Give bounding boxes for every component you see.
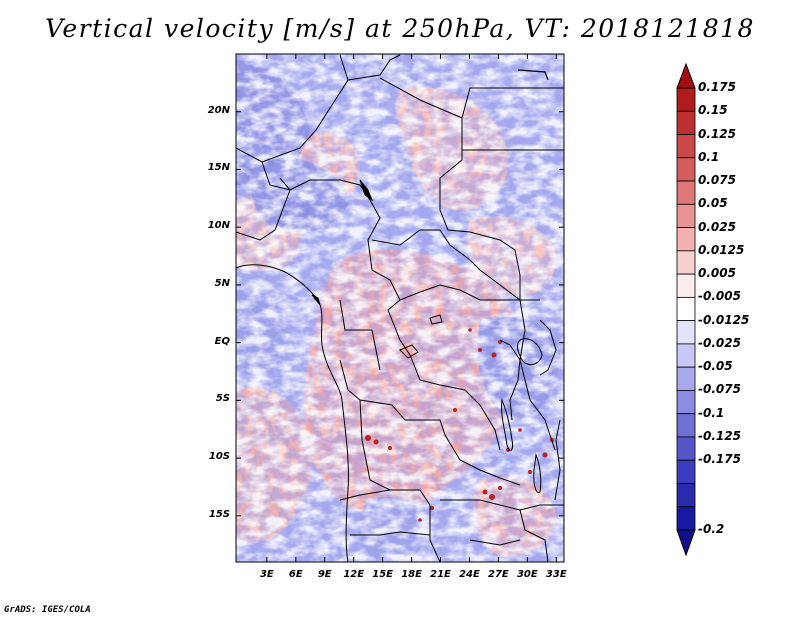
colorbar-swatch — [676, 157, 696, 182]
lat-tick-label: 5S — [215, 393, 230, 405]
colorbar-swatch — [676, 87, 696, 112]
colorbar-swatch — [676, 413, 696, 438]
colorbar-swatch — [676, 250, 696, 275]
colorbar-label: 0.15 — [698, 103, 728, 118]
map-title: Vertical velocity [m/s] at 250hPa, VT: 2… — [45, 14, 755, 43]
lat-tick-label: EQ — [214, 335, 230, 347]
lon-tick-label: 3E — [259, 569, 274, 580]
lat-tick-label: 15S — [208, 508, 230, 520]
colorbar-label: -0.025 — [698, 335, 741, 350]
colorbar-label: 0.0125 — [698, 242, 745, 257]
colorbar-swatch — [676, 320, 696, 345]
lakes — [399, 69, 549, 494]
colorbar-swatch — [676, 110, 696, 135]
velocity-field — [236, 54, 564, 562]
lon-tick-label: 24E — [459, 569, 480, 580]
map-frame — [235, 53, 565, 563]
lat-tick-label: 5N — [214, 277, 230, 289]
colorbar-swatch — [676, 343, 696, 368]
lon-tick-label: 21E — [430, 569, 451, 580]
colorbar-label: 0.075 — [698, 173, 736, 188]
colorbar-label: 0.025 — [698, 219, 736, 234]
colorbar-label: -0.125 — [698, 428, 741, 443]
lat-tick-label: 20N — [207, 104, 230, 116]
axis-ticks — [236, 54, 564, 562]
lat-tick-label: 10S — [208, 451, 230, 463]
colorbar-label: 0.05 — [698, 196, 728, 211]
colorbar-label: -0.0125 — [698, 312, 750, 327]
colorbar-top-arrow — [676, 62, 696, 89]
colorbar-label: -0.005 — [698, 289, 741, 304]
colorbar-swatch — [676, 436, 696, 461]
colorbar-label: -0.175 — [698, 452, 741, 467]
colorbar-label: 0.125 — [698, 126, 736, 141]
lon-tick-label: 33E — [545, 569, 567, 580]
colorbar-swatch — [676, 390, 696, 415]
colorbar-label: 0.005 — [698, 266, 736, 281]
colorbar-swatch — [676, 459, 696, 484]
coastline — [236, 179, 374, 562]
colorbar-swatch — [676, 273, 696, 298]
lat-tick-label: 15N — [207, 162, 230, 174]
lon-tick-label: 12E — [343, 569, 365, 580]
lat-tick-label: 10N — [207, 220, 230, 232]
lon-tick-label: 18E — [401, 569, 422, 580]
colorbar-label: -0.075 — [698, 382, 741, 397]
field-intense-spots — [365, 328, 554, 522]
field-texture — [236, 54, 564, 562]
colorbar-bottom-arrow — [676, 529, 696, 557]
lon-tick-label: 30E — [516, 569, 538, 580]
lon-tick-label: 6E — [288, 569, 303, 580]
colorbar-label: -0.2 — [698, 522, 725, 536]
lon-tick-label: 9E — [317, 569, 332, 580]
colorbar-label: -0.05 — [698, 359, 733, 374]
colorbar-swatch — [676, 366, 696, 391]
colorbar-label: 0.175 — [698, 80, 736, 94]
colorbar-swatch — [676, 180, 696, 205]
colorbar-swatch — [676, 134, 696, 159]
colorbar-label: 0.1 — [698, 149, 720, 164]
lon-tick-label: 15E — [372, 569, 393, 580]
country-borders — [236, 54, 564, 562]
colorbar-label: -0.1 — [698, 405, 725, 420]
colorbar-swatch — [676, 483, 696, 508]
colorbar-swatch — [676, 227, 696, 252]
grads-credit: GrADS: IGES/COLA — [4, 605, 91, 615]
colorbar-swatch — [676, 506, 696, 531]
colorbar — [676, 62, 696, 557]
lon-tick-label: 27E — [488, 569, 509, 580]
colorbar-swatch — [676, 296, 696, 322]
colorbar-swatch — [676, 203, 696, 228]
